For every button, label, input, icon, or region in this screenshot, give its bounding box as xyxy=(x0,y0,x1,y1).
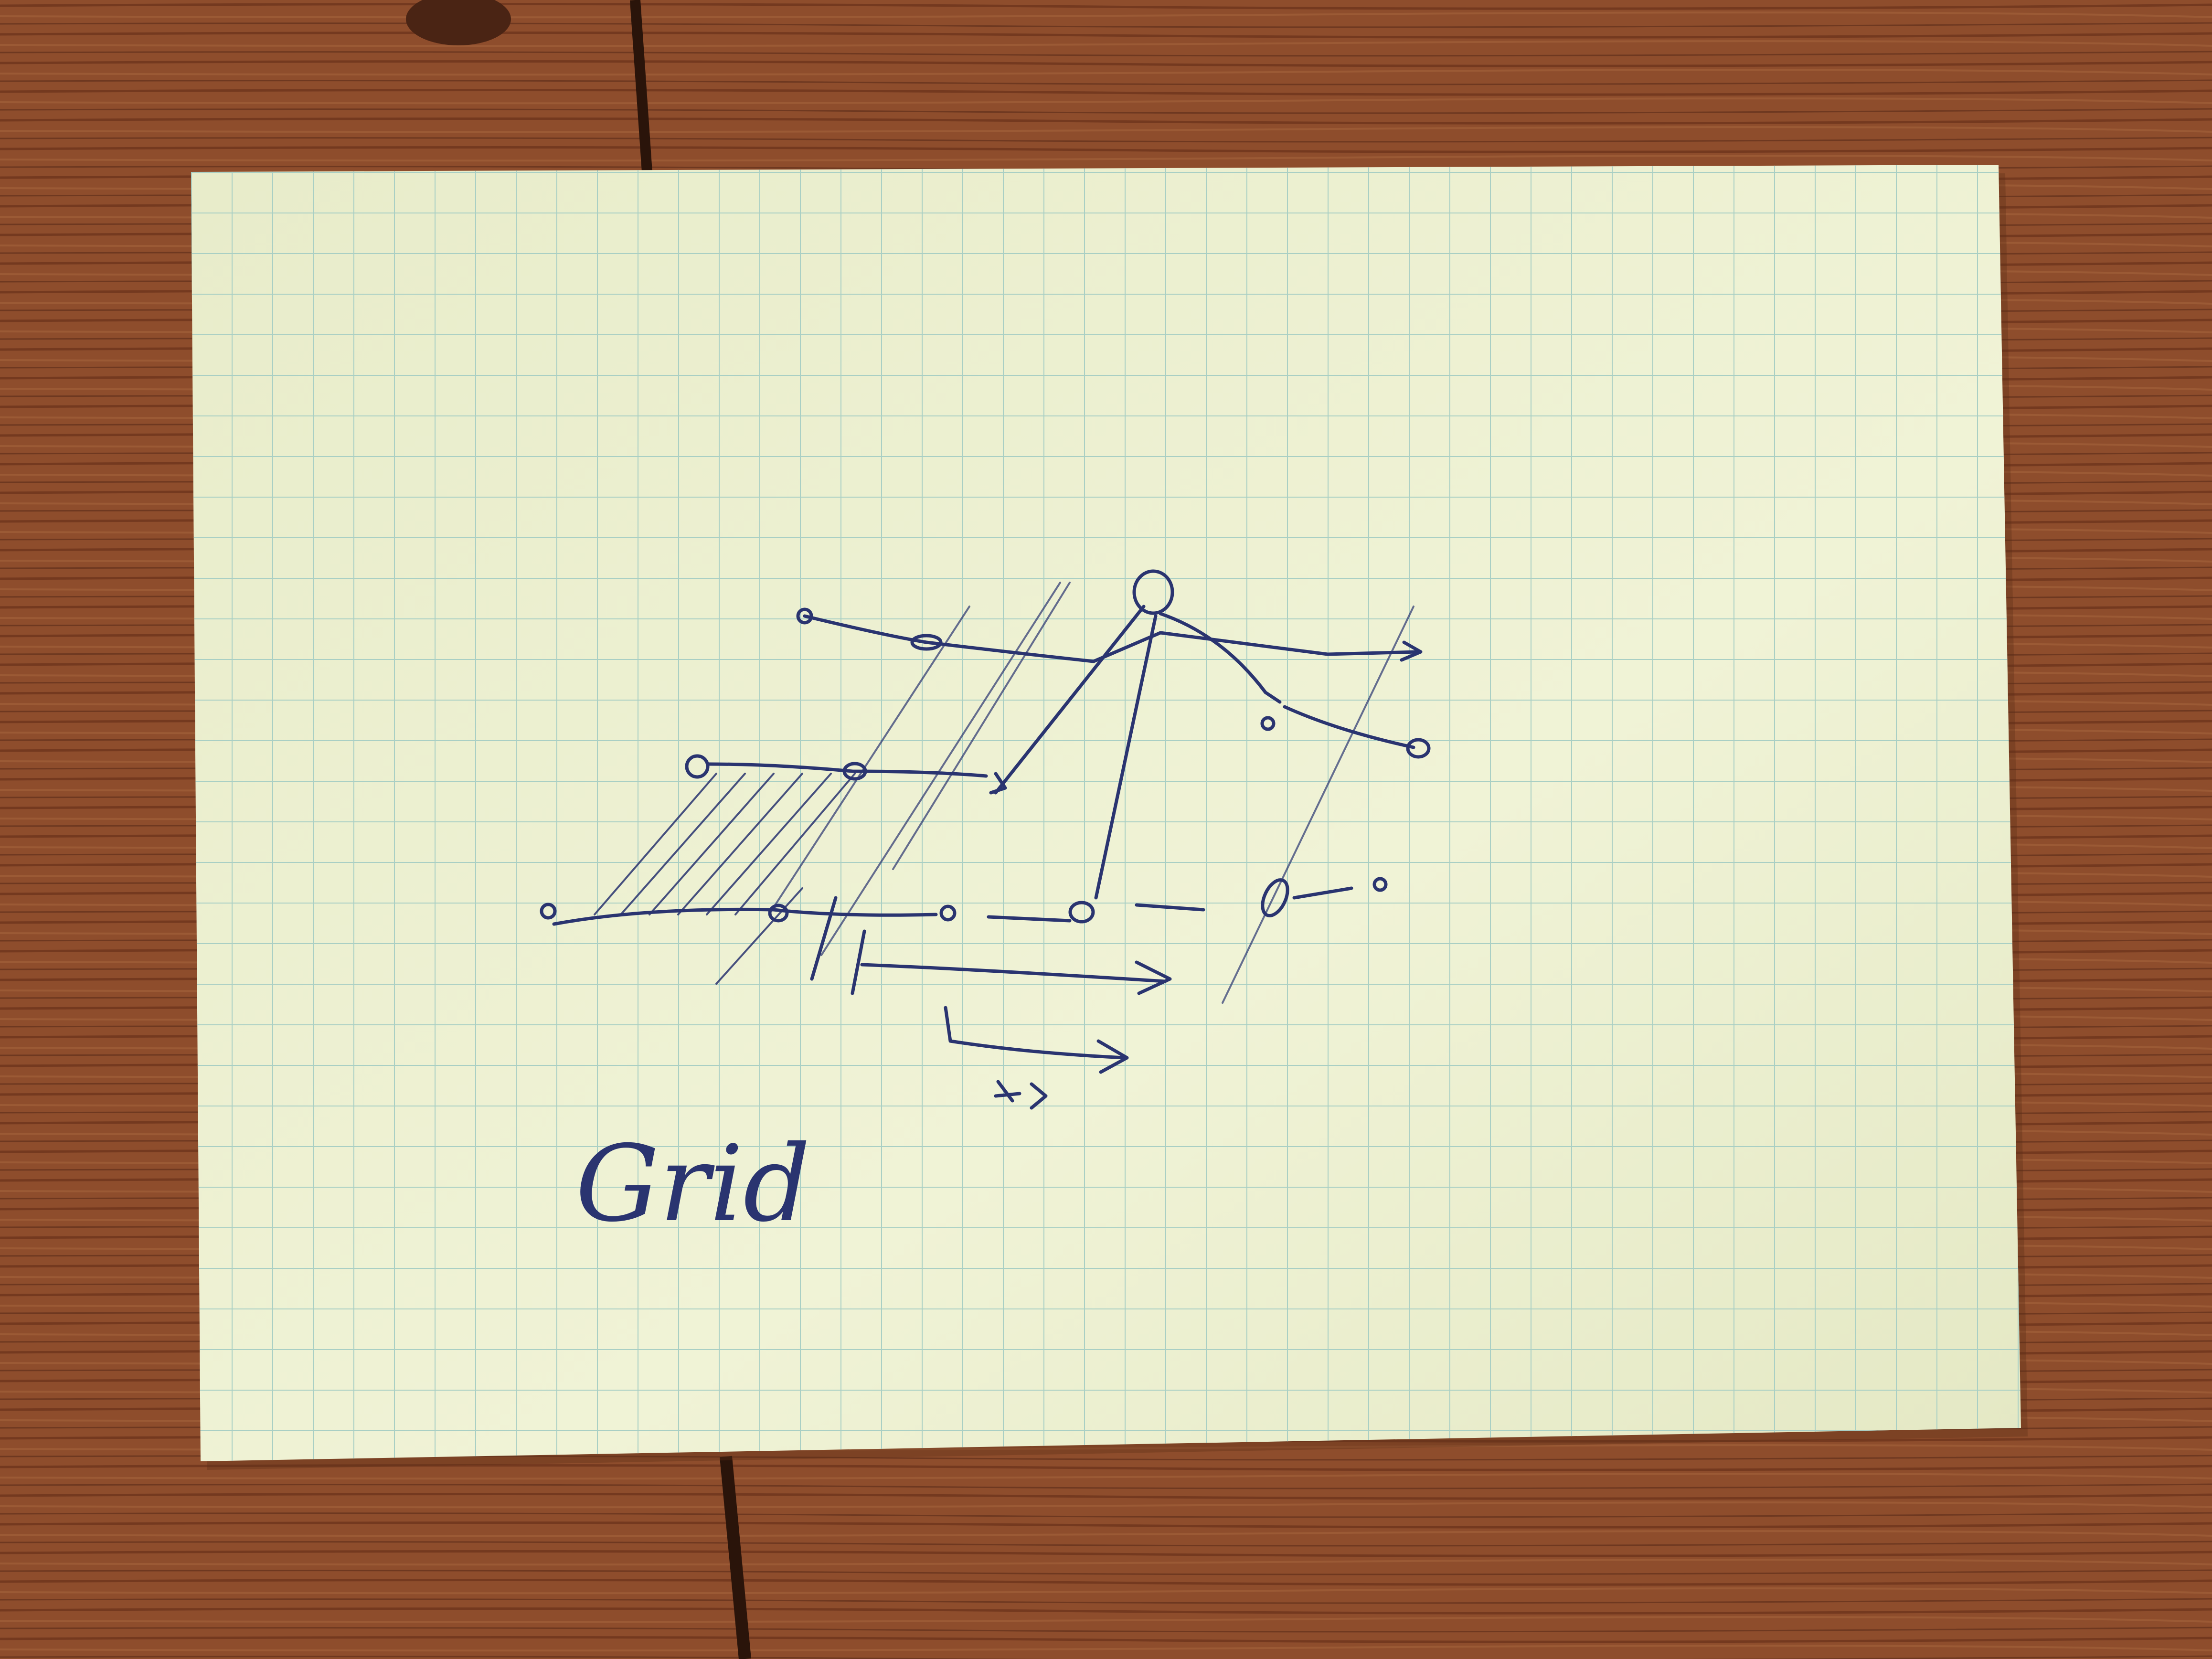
peak-curve xyxy=(1159,612,1282,704)
front-row-line xyxy=(552,907,938,926)
graph-paper-card xyxy=(191,165,2028,1470)
node xyxy=(685,754,710,779)
guide-lines xyxy=(773,582,1414,1004)
wood-knot xyxy=(406,0,511,45)
front-row-line-mid xyxy=(987,915,1072,923)
tick-mark xyxy=(851,929,866,995)
hatched-region xyxy=(594,773,856,985)
arrow-short xyxy=(944,1006,1127,1060)
back-row-line xyxy=(803,614,1420,663)
back-row-arrowhead xyxy=(1400,640,1423,662)
node xyxy=(1406,738,1431,759)
node xyxy=(1260,716,1276,731)
wood-plank-gap-top xyxy=(630,0,652,172)
front-row-line-end xyxy=(1292,886,1353,900)
node xyxy=(1261,878,1289,917)
node xyxy=(796,607,813,625)
grid-sketch-drawing xyxy=(540,569,1431,1110)
node xyxy=(910,634,943,651)
node xyxy=(842,762,867,781)
middle-row-line xyxy=(707,762,988,778)
node xyxy=(1068,901,1095,924)
right-branch xyxy=(1283,705,1415,749)
front-row-line-right xyxy=(1135,903,1205,912)
node xyxy=(768,904,789,923)
arrow-long xyxy=(860,963,1167,983)
arrow-short-head xyxy=(1096,1039,1129,1074)
peak-leg-left xyxy=(994,605,1146,795)
wood-plank-gap-bottom xyxy=(720,1456,751,1659)
scribble-mark xyxy=(994,1080,1048,1110)
node xyxy=(939,904,957,922)
peak-leg-right xyxy=(1094,614,1158,900)
peak-node xyxy=(1132,569,1174,615)
tick-mark xyxy=(810,896,838,981)
arrow-long-head xyxy=(1135,960,1172,995)
node xyxy=(1372,877,1388,892)
node xyxy=(540,903,557,920)
caption-grid: Grid xyxy=(575,1123,810,1245)
